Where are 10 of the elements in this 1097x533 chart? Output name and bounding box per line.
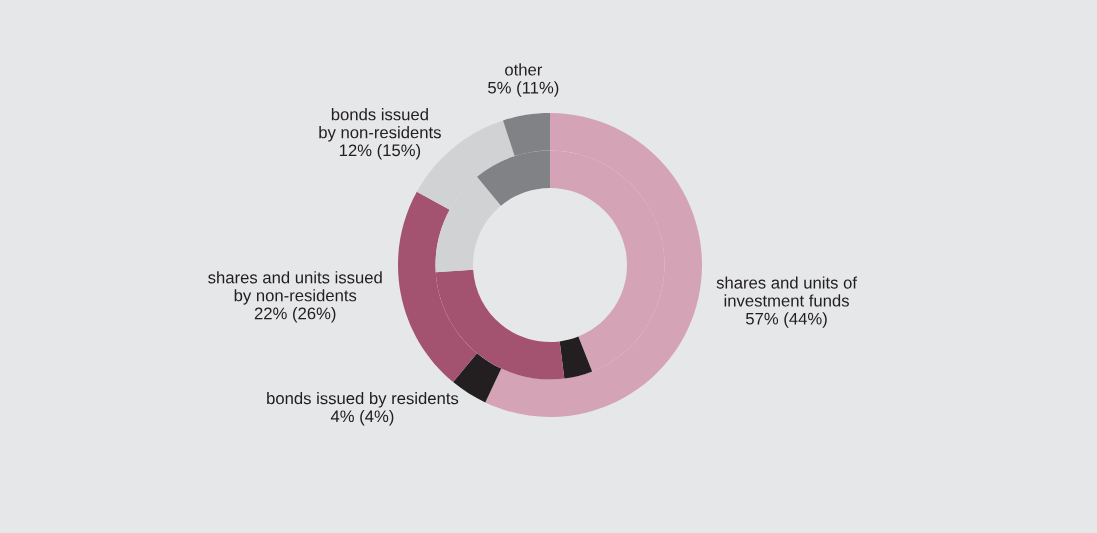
text: 57% (44%) <box>745 312 827 328</box>
text: 5% (11%) <box>488 81 559 97</box>
slice-label: bonds issued by non-residents <box>319 108 441 142</box>
slice-label: bonds issued by residents <box>267 391 459 408</box>
slice-label: shares and units of investment funds <box>716 276 857 307</box>
slice-label: other <box>505 63 543 76</box>
text: 4% (4%) <box>330 409 394 426</box>
slice-label: shares and units issued by non-residents <box>208 271 382 305</box>
text: 22% (26%) <box>254 307 336 323</box>
text: 12% (15%) <box>339 144 421 160</box>
